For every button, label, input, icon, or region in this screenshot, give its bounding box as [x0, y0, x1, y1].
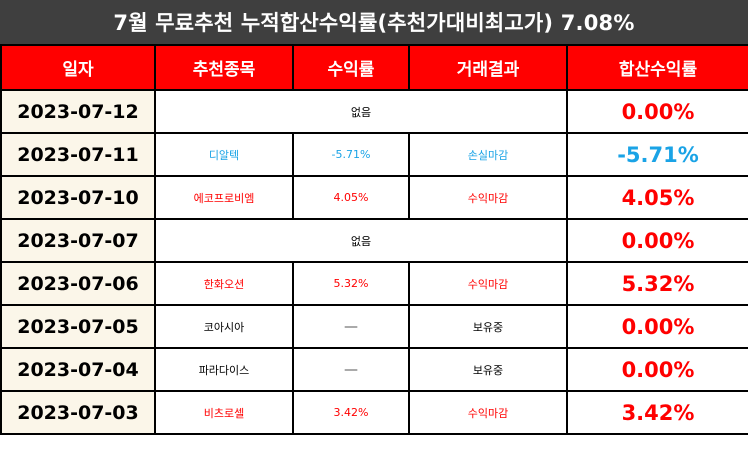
result-cell: 수익마감	[408, 175, 568, 220]
total-return-cell: 5.32%	[566, 261, 748, 306]
stock-cell: 에코프로비엠	[154, 175, 294, 220]
rate-cell: 5.32%	[292, 261, 410, 306]
date-cell: 2023-07-03	[0, 390, 156, 435]
rate-cell: —	[292, 347, 410, 392]
table-row: 2023-07-12 없음 0.00%	[0, 89, 748, 134]
total-return-cell: 0.00%	[566, 347, 748, 392]
table-header-row: 일자 추천종목 수익률 거래결과 합산수익률	[0, 44, 748, 91]
result-cell: 보유중	[408, 304, 568, 349]
page-title: 7월 무료추천 누적합산수익률(추천가대비최고가) 7.08%	[0, 0, 748, 44]
date-cell: 2023-07-05	[0, 304, 156, 349]
table-row: 2023-07-10 에코프로비엠 4.05% 수익마감 4.05%	[0, 175, 748, 220]
result-cell: 수익마감	[408, 390, 568, 435]
no-recommendation-cell: 없음	[154, 89, 568, 134]
total-return-cell: -5.71%	[566, 132, 748, 177]
column-header-date: 일자	[0, 44, 156, 91]
column-header-stock: 추천종목	[154, 44, 294, 91]
date-cell: 2023-07-11	[0, 132, 156, 177]
table-row: 2023-07-06 한화오션 5.32% 수익마감 5.32%	[0, 261, 748, 306]
result-cell: 수익마감	[408, 261, 568, 306]
column-header-result: 거래결과	[408, 44, 568, 91]
column-header-total: 합산수익률	[566, 44, 748, 91]
date-cell: 2023-07-07	[0, 218, 156, 263]
result-cell: 손실마감	[408, 132, 568, 177]
stock-cell: 한화오션	[154, 261, 294, 306]
column-header-rate: 수익률	[292, 44, 410, 91]
stock-cell: 디알텍	[154, 132, 294, 177]
table-row: 2023-07-07 없음 0.00%	[0, 218, 748, 263]
table-row: 2023-07-05 코아시아 — 보유중 0.00%	[0, 304, 748, 349]
total-return-cell: 3.42%	[566, 390, 748, 435]
total-return-cell: 0.00%	[566, 218, 748, 263]
total-return-cell: 0.00%	[566, 304, 748, 349]
rate-cell: —	[292, 304, 410, 349]
date-cell: 2023-07-06	[0, 261, 156, 306]
rate-cell: 3.42%	[292, 390, 410, 435]
no-recommendation-cell: 없음	[154, 218, 568, 263]
date-cell: 2023-07-12	[0, 89, 156, 134]
table-row: 2023-07-11 디알텍 -5.71% 손실마감 -5.71%	[0, 132, 748, 177]
date-cell: 2023-07-10	[0, 175, 156, 220]
result-cell: 보유중	[408, 347, 568, 392]
stock-cell: 비츠로셀	[154, 390, 294, 435]
rate-cell: 4.05%	[292, 175, 410, 220]
recommendation-table: 일자 추천종목 수익률 거래결과 합산수익률 2023-07-12 없음 0.0…	[0, 44, 748, 435]
table-row: 2023-07-03 비츠로셀 3.42% 수익마감 3.42%	[0, 390, 748, 435]
date-cell: 2023-07-04	[0, 347, 156, 392]
table-row: 2023-07-04 파라다이스 — 보유중 0.00%	[0, 347, 748, 392]
rate-cell: -5.71%	[292, 132, 410, 177]
total-return-cell: 4.05%	[566, 175, 748, 220]
stock-cell: 파라다이스	[154, 347, 294, 392]
total-return-cell: 0.00%	[566, 89, 748, 134]
stock-cell: 코아시아	[154, 304, 294, 349]
